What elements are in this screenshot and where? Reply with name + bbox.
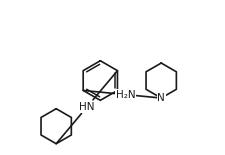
- Text: H₂N: H₂N: [116, 90, 135, 100]
- Text: HN: HN: [79, 102, 94, 112]
- Text: N: N: [157, 93, 165, 103]
